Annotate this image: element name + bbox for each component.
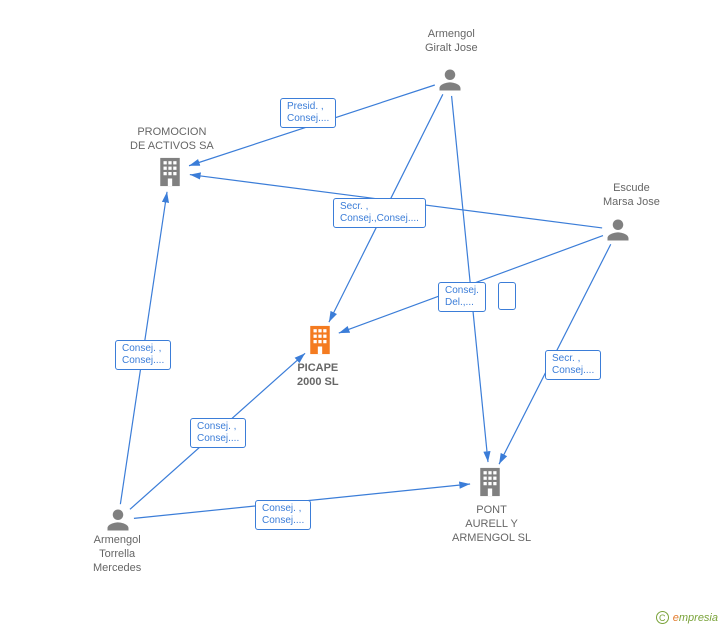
edge-label[interactable]: Consej. ,Consej.... [115, 340, 171, 370]
edge-label[interactable]: Secr. ,Consej.,Consej.... [333, 198, 426, 228]
brand-rest: mpresia [679, 612, 718, 624]
copyright-icon: C [656, 611, 669, 624]
person-icon[interactable] [104, 506, 132, 534]
company-icon[interactable] [307, 323, 333, 357]
edge-label[interactable]: Secr. ,Consej.... [545, 350, 601, 380]
edge-label[interactable]: Consej. ,Consej.... [190, 418, 246, 448]
node-label: PONTAURELL YARMENGOL SL [452, 504, 531, 545]
node-label: ArmengolGiralt Jose [425, 28, 478, 56]
footer-brand: Cempresia [656, 611, 718, 624]
edge-label[interactable]: Consej. ,Consej.... [255, 500, 311, 530]
node-label: PROMOCIONDE ACTIVOS SA [130, 126, 214, 154]
company-icon[interactable] [477, 465, 503, 499]
company-icon[interactable] [157, 155, 183, 189]
edge-label[interactable] [498, 282, 516, 310]
person-icon[interactable] [604, 216, 632, 244]
edge-label[interactable]: Presid. ,Consej.... [280, 98, 336, 128]
edge [452, 96, 488, 462]
edge-label[interactable]: Consej.Del.,... [438, 282, 486, 312]
person-icon[interactable] [436, 66, 464, 94]
node-label: PICAPE2000 SL [297, 362, 339, 390]
node-label: ArmengolTorrellaMercedes [93, 534, 141, 575]
node-label: EscudeMarsa Jose [603, 182, 660, 210]
